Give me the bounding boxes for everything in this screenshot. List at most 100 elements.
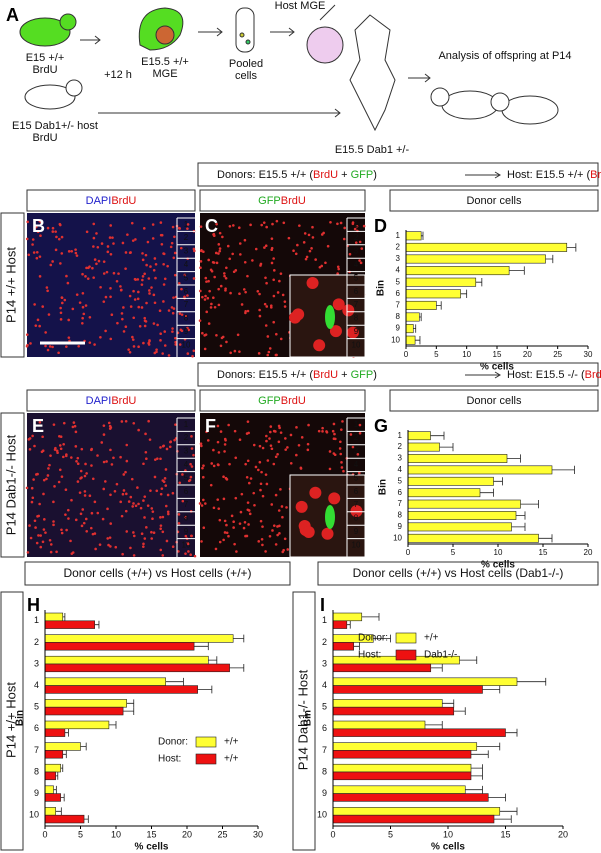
y-tick-label: 2	[322, 637, 327, 647]
x-tick-label: 5	[388, 829, 393, 839]
inset-cell	[306, 276, 319, 289]
cell-dot	[281, 515, 284, 519]
cell-dot	[343, 226, 346, 230]
y-tick-label: 9	[396, 324, 401, 333]
error-bar	[64, 728, 69, 737]
cell-dot	[265, 482, 269, 486]
cell-dot	[160, 487, 164, 490]
frame	[0, 412, 25, 558]
cell-dot	[258, 460, 262, 464]
cell-dot	[161, 479, 165, 482]
cell-dot	[174, 336, 177, 340]
cell-dot	[226, 244, 230, 248]
bar	[407, 465, 553, 475]
cell-dot	[159, 446, 162, 449]
bar	[407, 488, 481, 498]
label: E15.5 Dab1 +/-	[335, 144, 410, 156]
cell-dot	[42, 528, 46, 531]
cell-dot	[209, 268, 213, 272]
cell-dot	[190, 447, 194, 450]
cell-dot	[72, 421, 76, 424]
cell-dot	[44, 344, 47, 348]
cell-dot	[159, 524, 163, 527]
cell-dot	[121, 317, 124, 321]
cell-dot	[358, 431, 362, 435]
cell-dot	[27, 253, 31, 257]
cell-dot	[184, 552, 187, 555]
cell-dot	[282, 221, 286, 225]
cell-dot	[79, 469, 83, 473]
cell-dot	[161, 444, 165, 448]
cell-dot	[219, 344, 223, 348]
cell-dot	[137, 290, 140, 294]
cell-dot	[234, 496, 238, 500]
cell-dot	[90, 464, 93, 467]
bin-label: 6	[354, 287, 359, 296]
text-part: Donors: E15.5 +/+ (	[217, 169, 313, 181]
y-axis-label: Bin	[15, 710, 26, 726]
cell-dot	[36, 318, 40, 322]
cell-dot	[214, 547, 218, 551]
cell-dot	[358, 240, 362, 244]
cell-dot	[106, 250, 110, 254]
cell-dot	[112, 456, 115, 460]
cell-dot	[285, 506, 288, 509]
cell-dot	[237, 226, 241, 229]
cell-dot	[212, 506, 216, 510]
cell-dot	[83, 494, 87, 497]
y-tick-label: 1	[398, 431, 403, 440]
cell-dot	[166, 264, 169, 268]
cell-dot	[187, 550, 190, 553]
bin-label: 8	[184, 314, 189, 323]
cell-dot	[224, 476, 228, 480]
cell-dot	[260, 470, 263, 474]
cell-dot	[87, 266, 90, 270]
cell-dot	[156, 457, 159, 460]
cell-dot	[192, 247, 196, 251]
y-tick-label: 8	[398, 511, 403, 520]
cell-dot	[39, 220, 43, 224]
bin-label: 8	[354, 314, 359, 323]
cell-dot	[264, 473, 268, 476]
cell-dot	[212, 232, 216, 236]
cell-dot	[177, 513, 181, 516]
cell-dot	[152, 268, 156, 272]
error-bar	[471, 750, 489, 759]
label: E15 +/+	[26, 52, 65, 64]
error-bar	[505, 728, 518, 737]
cell-dot	[272, 462, 276, 466]
row-host: Host: E15.5 -/- (BrdU)	[507, 369, 601, 381]
cell-dot	[46, 474, 50, 477]
cell-dot	[114, 545, 118, 549]
panel-label: F	[205, 416, 216, 436]
cell-dot	[186, 352, 190, 355]
cell-dot	[66, 281, 70, 285]
bin-label: 10	[352, 540, 361, 549]
cell-dot	[192, 277, 196, 280]
error-bar	[507, 454, 521, 463]
cell-dot	[204, 502, 207, 505]
cell-dot	[213, 305, 217, 309]
cell-dot	[297, 443, 301, 447]
cell-dot	[67, 336, 71, 339]
cell-dot	[173, 438, 176, 442]
frame	[197, 162, 599, 187]
cell-dot	[238, 522, 242, 525]
cell-dot	[165, 539, 169, 543]
error-bar	[493, 477, 503, 486]
cell-dot	[138, 325, 142, 328]
cell-dot	[193, 554, 197, 558]
cell-dot	[260, 223, 263, 227]
bin-label: 1	[354, 420, 359, 429]
cell-dot	[192, 453, 195, 457]
cell-dot	[160, 233, 164, 237]
cell-dot	[359, 261, 363, 265]
cell-dot	[130, 477, 134, 481]
y-tick-label: 8	[396, 312, 401, 321]
cell-dot	[261, 446, 265, 450]
cell-dot	[102, 433, 106, 436]
cell-dot	[202, 475, 205, 479]
bar	[332, 663, 432, 673]
cell-dot	[199, 442, 203, 446]
cell-dot	[299, 466, 303, 470]
